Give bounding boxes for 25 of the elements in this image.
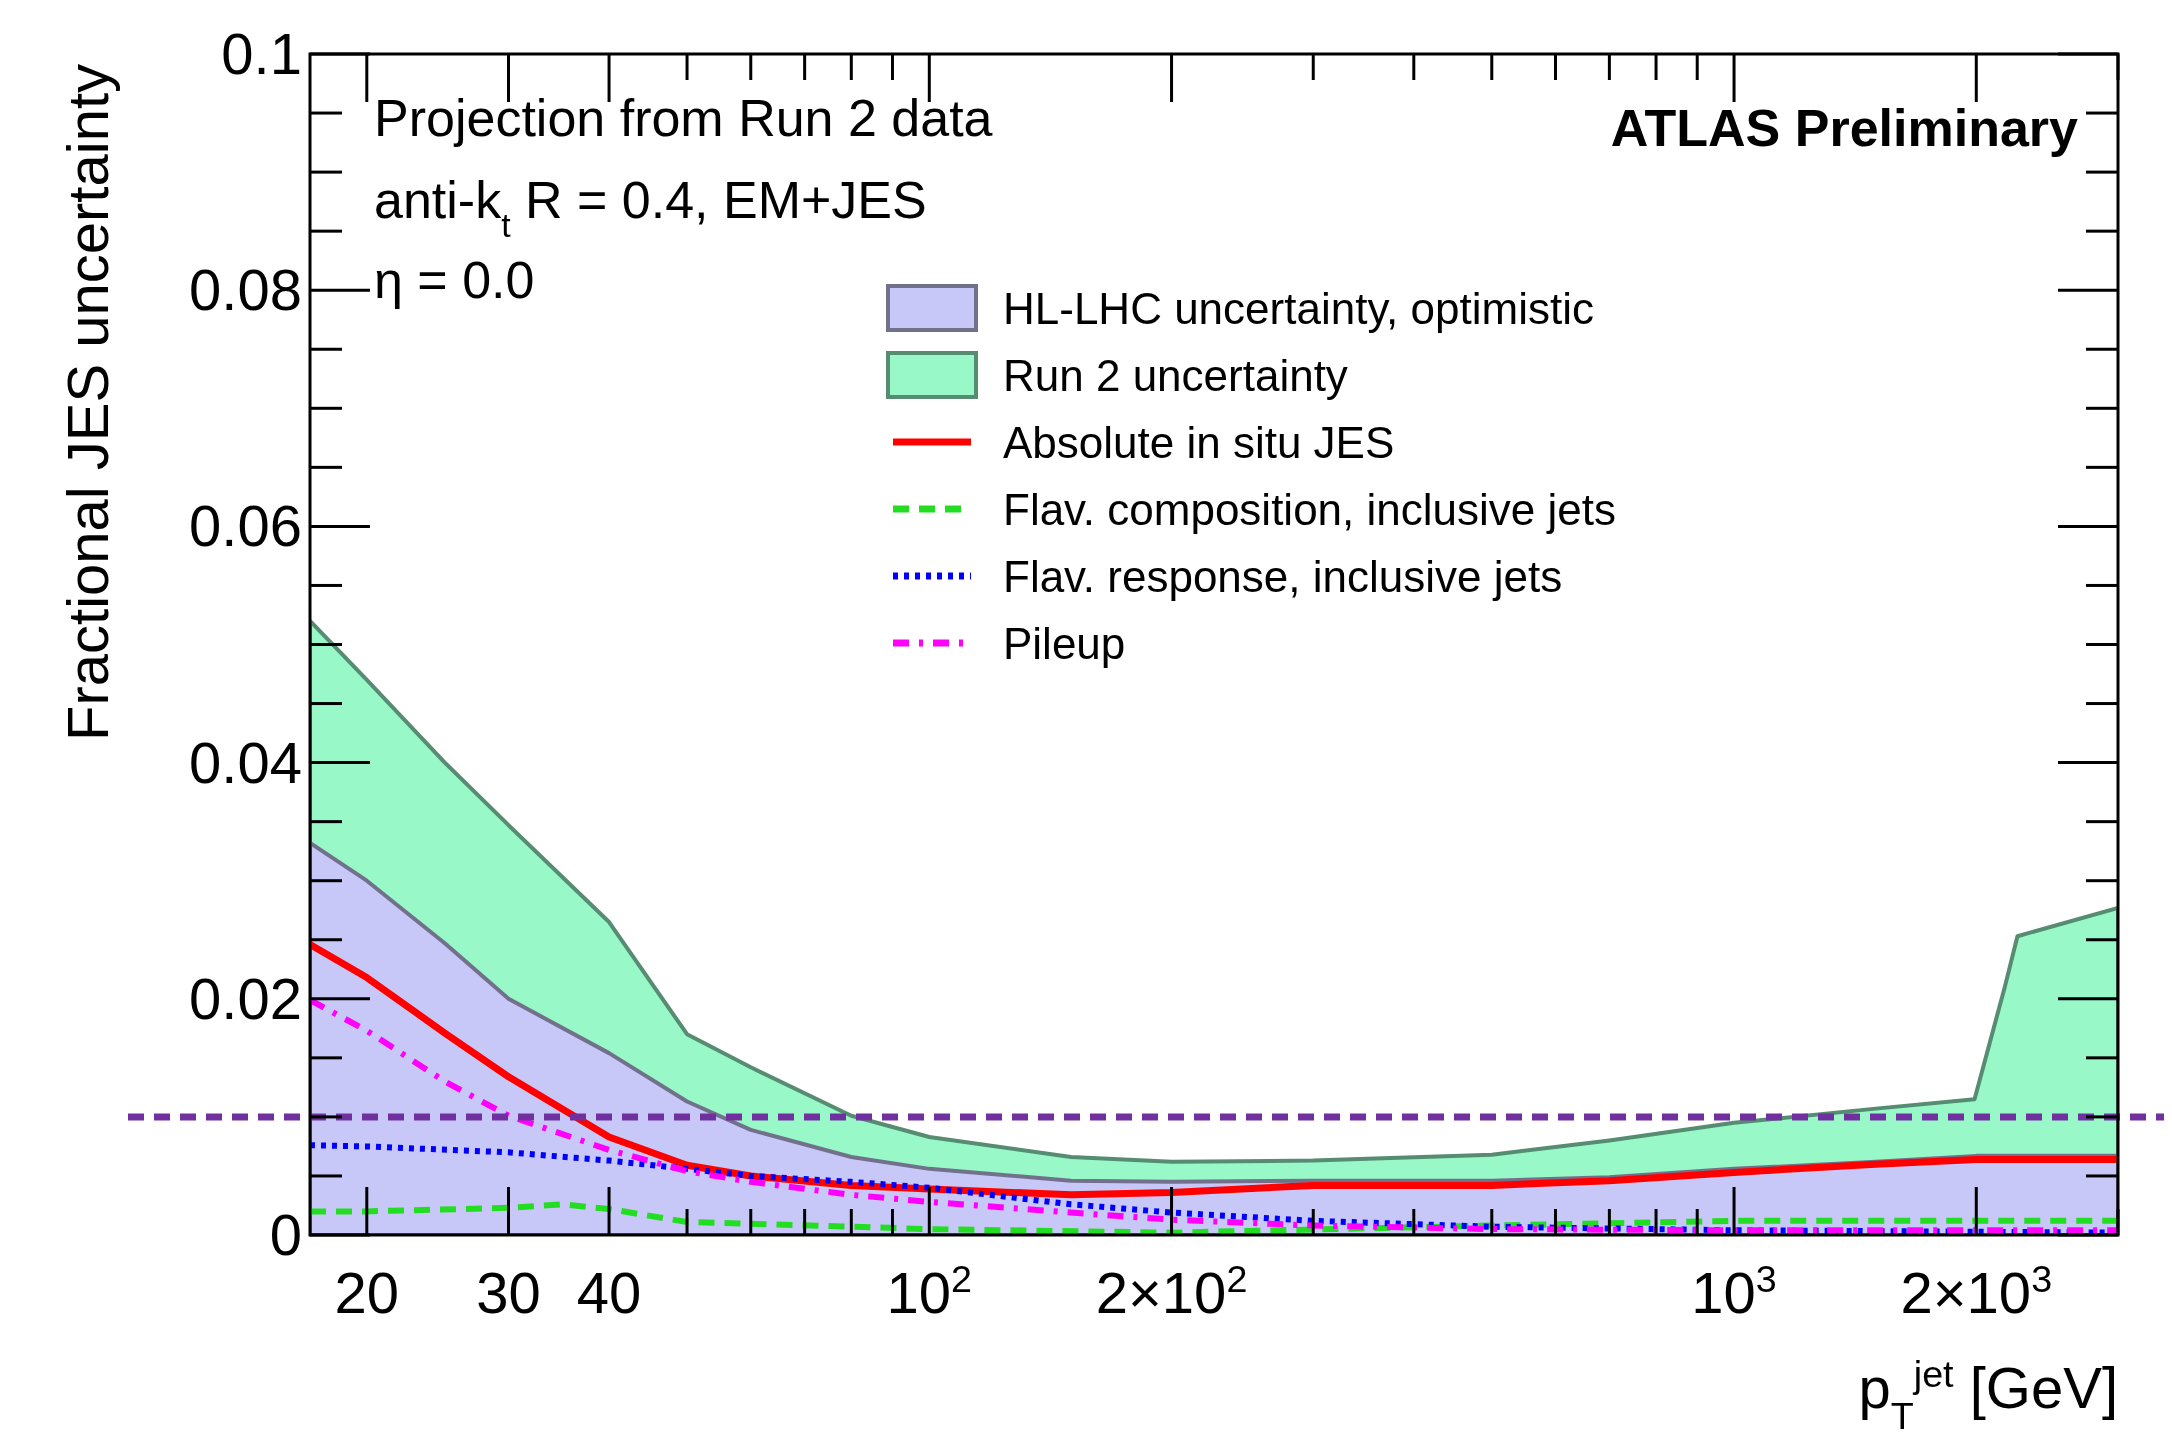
- y-tick-label: 0.08: [189, 257, 302, 323]
- legend-label: HL-LHC uncertainty, optimistic: [1003, 284, 1594, 333]
- legend-label: Flav. composition, inclusive jets: [1003, 485, 1616, 534]
- legend-label: Absolute in situ JES: [1003, 418, 1395, 467]
- x-axis-title: p$_{T}$$^{jet}$ [GeV]: [1858, 1353, 2118, 1437]
- legend-label: Run 2 uncertainty: [1003, 351, 1348, 400]
- x-tick-label: 30: [476, 1260, 541, 1325]
- x-tick-label: 40: [576, 1260, 642, 1325]
- x-tick-label: 10$^{2}$: [886, 1258, 973, 1325]
- y-tick-label: 0: [269, 1202, 302, 1267]
- x-tick-label: 2×10$^{2}$: [1095, 1258, 1248, 1325]
- x-tick-label: 20: [334, 1260, 400, 1325]
- annotation: ATLAS Preliminary: [1610, 99, 2079, 157]
- y-tick-label: 0.06: [189, 493, 302, 559]
- annotation: Projection from Run 2 data: [374, 89, 993, 147]
- x-tick-label: 2×10$^{3}$: [1900, 1258, 2053, 1325]
- y-tick-label: 0.1: [221, 21, 302, 86]
- x-tick-label: 10$^{3}$: [1691, 1258, 1777, 1325]
- legend-label: Flav. response, inclusive jets: [1003, 552, 1563, 601]
- y-tick-label: 0.02: [189, 965, 302, 1031]
- y-axis-title: Fractional JES uncertainty: [55, 64, 120, 741]
- legend-label: Pileup: [1003, 619, 1126, 668]
- annotation: anti-k$_{t}$ R = 0.4, EM+JES: [374, 171, 927, 244]
- y-tick-label: 0.04: [189, 729, 302, 795]
- annotation: η = 0.0: [374, 251, 535, 309]
